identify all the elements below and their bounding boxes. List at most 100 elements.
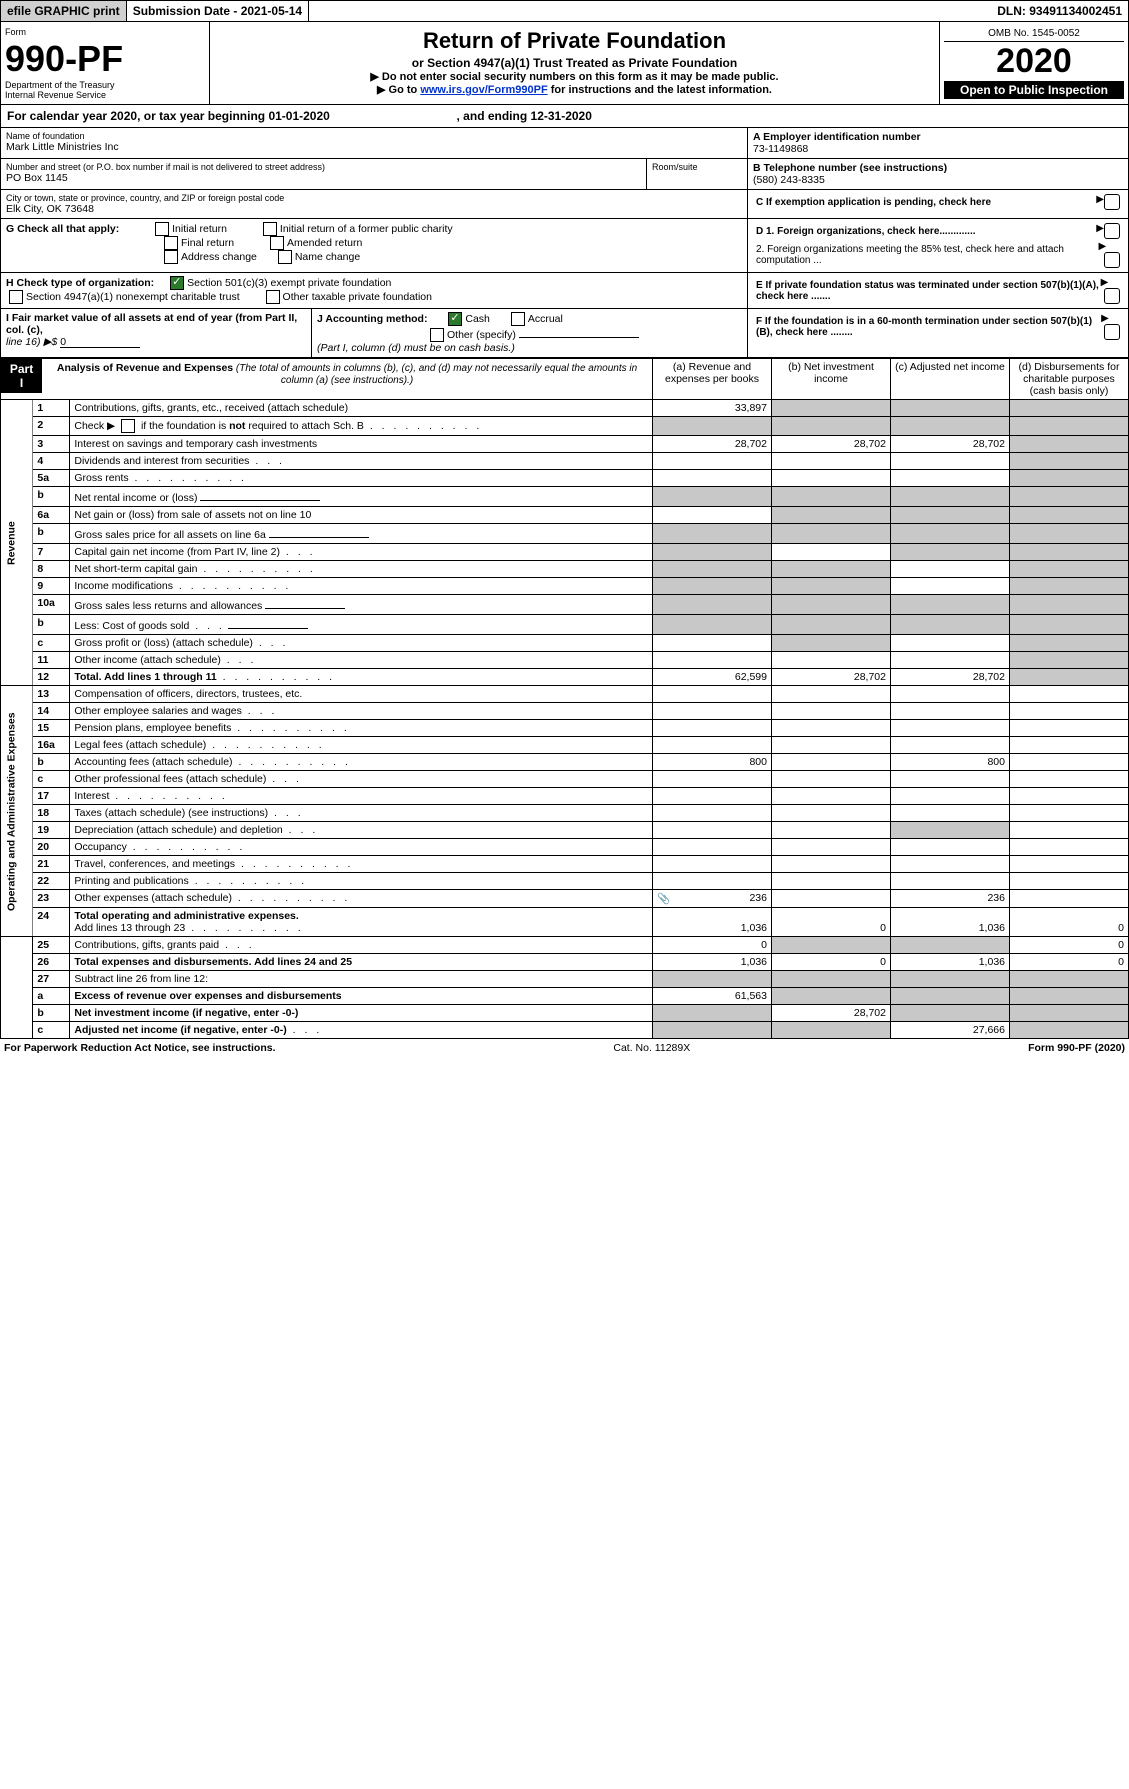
row-desc: Printing and publications	[70, 873, 653, 890]
e-checkbox[interactable]	[1104, 288, 1120, 304]
cell-b	[772, 856, 891, 873]
col-a-header: (a) Revenue and expenses per books	[653, 359, 772, 400]
form-header: Form 990-PF Department of the Treasury I…	[0, 22, 1129, 105]
r7-desc: Capital gain net income (from Part IV, l…	[74, 546, 280, 558]
r24-desc2: Add lines 13 through 23	[74, 922, 185, 934]
r10c-desc: Gross profit or (loss) (attach schedule)	[74, 637, 253, 649]
row-desc: Gross rents	[70, 470, 653, 487]
initial-former-checkbox[interactable]	[263, 222, 277, 236]
row-desc: Capital gain net income (from Part IV, l…	[70, 544, 653, 561]
attachment-icon[interactable]: 📎	[657, 892, 670, 905]
foundation-name: Mark Little Ministries Inc	[6, 141, 119, 153]
other-method-checkbox[interactable]	[430, 328, 444, 342]
cell-c	[891, 615, 1010, 635]
d2-checkbox[interactable]	[1104, 252, 1120, 268]
r21-desc: Travel, conferences, and meetings	[74, 858, 235, 870]
row-num: b	[33, 1005, 70, 1022]
name-change-checkbox[interactable]	[278, 250, 292, 264]
501c3-label: Section 501(c)(3) exempt private foundat…	[187, 277, 391, 289]
header-center: Return of Private Foundation or Section …	[210, 22, 939, 104]
dept-label: Department of the Treasury	[5, 80, 205, 90]
row-desc: Other expenses (attach schedule)	[70, 890, 653, 908]
cell-a: 800	[653, 754, 772, 771]
i-j-f-row: I Fair market value of all assets at end…	[0, 309, 1129, 358]
initial-return-checkbox[interactable]	[155, 222, 169, 236]
cell-c	[891, 487, 1010, 507]
row-num: b	[33, 524, 70, 544]
table-row: Revenue 1 Contributions, gifts, grants, …	[1, 400, 1129, 417]
address-change-checkbox[interactable]	[164, 250, 178, 264]
row-desc: Total. Add lines 1 through 11	[70, 669, 653, 686]
cell-a	[653, 417, 772, 436]
expenses-section-label: Operating and Administrative Expenses	[1, 686, 33, 937]
page-footer: For Paperwork Reduction Act Notice, see …	[0, 1039, 1129, 1057]
cash-checkbox[interactable]	[448, 312, 462, 326]
cell-a	[653, 686, 772, 703]
r10b-field[interactable]	[228, 617, 308, 629]
part1-table: Part I Analysis of Revenue and Expenses …	[0, 358, 1129, 1039]
row-desc: Total expenses and disbursements. Add li…	[70, 954, 653, 971]
cell-b	[772, 487, 891, 507]
final-return-checkbox[interactable]	[164, 236, 178, 250]
cell-c: 27,666	[891, 1022, 1010, 1039]
cell-c	[891, 822, 1010, 839]
irs-label: Internal Revenue Service	[5, 90, 205, 100]
cell-b	[772, 561, 891, 578]
row-desc: Pension plans, employee benefits	[70, 720, 653, 737]
cell-b: 28,702	[772, 436, 891, 453]
row-num: 10a	[33, 595, 70, 615]
cell-d: 0	[1010, 908, 1129, 937]
r8-desc: Net short-term capital gain	[74, 563, 197, 575]
i-line-label: line 16) ▶$	[6, 336, 57, 348]
501c3-checkbox[interactable]	[170, 276, 184, 290]
h-e-row: H Check type of organization: Section 50…	[0, 273, 1129, 309]
cell-c	[891, 524, 1010, 544]
form-note-ssn: ▶ Do not enter social security numbers o…	[214, 70, 935, 83]
cell-c	[891, 578, 1010, 595]
sch-b-checkbox[interactable]	[121, 419, 135, 433]
r5b-field[interactable]	[200, 489, 320, 501]
amended-return-checkbox[interactable]	[270, 236, 284, 250]
4947a1-checkbox[interactable]	[9, 290, 23, 304]
r10a-desc: Gross sales less returns and allowances	[74, 600, 262, 612]
cell-c	[891, 544, 1010, 561]
row-desc: Net rental income or (loss)	[70, 487, 653, 507]
table-row: 22 Printing and publications	[1, 873, 1129, 890]
ein-value: 73-1149868	[753, 143, 808, 155]
cell-d	[1010, 487, 1129, 507]
cell-d	[1010, 971, 1129, 988]
part1-title: Analysis of Revenue and Expenses	[57, 362, 233, 374]
cell-c	[891, 771, 1010, 788]
exemption-pending-checkbox[interactable]	[1104, 194, 1120, 210]
d1-checkbox[interactable]	[1104, 223, 1120, 239]
r22-desc: Printing and publications	[74, 875, 188, 887]
row-desc: Travel, conferences, and meetings	[70, 856, 653, 873]
cell-a	[653, 971, 772, 988]
table-row: c Gross profit or (loss) (attach schedul…	[1, 635, 1129, 652]
r10a-field[interactable]	[265, 597, 345, 609]
calendar-begin: For calendar year 2020, or tax year begi…	[7, 109, 330, 123]
r6b-field[interactable]	[269, 526, 369, 538]
row-desc: Net short-term capital gain	[70, 561, 653, 578]
cell-d	[1010, 703, 1129, 720]
table-row: 4 Dividends and interest from securities	[1, 453, 1129, 470]
cell-a	[653, 805, 772, 822]
cell-b	[772, 737, 891, 754]
name-change-label: Name change	[295, 251, 360, 263]
note2-suffix: for instructions and the latest informat…	[548, 84, 772, 96]
other-taxable-checkbox[interactable]	[266, 290, 280, 304]
cell-b	[772, 635, 891, 652]
row-num: 6a	[33, 507, 70, 524]
cell-c	[891, 561, 1010, 578]
cell-b	[772, 453, 891, 470]
table-row: 15 Pension plans, employee benefits	[1, 720, 1129, 737]
cell-b	[772, 822, 891, 839]
cell-d	[1010, 1022, 1129, 1039]
other-specify-field[interactable]	[519, 326, 639, 338]
accrual-checkbox[interactable]	[511, 312, 525, 326]
row-num: 26	[33, 954, 70, 971]
cell-d	[1010, 417, 1129, 436]
f-checkbox[interactable]	[1104, 324, 1120, 340]
r17-desc: Interest	[74, 790, 109, 802]
form990pf-link[interactable]: www.irs.gov/Form990PF	[420, 84, 547, 96]
